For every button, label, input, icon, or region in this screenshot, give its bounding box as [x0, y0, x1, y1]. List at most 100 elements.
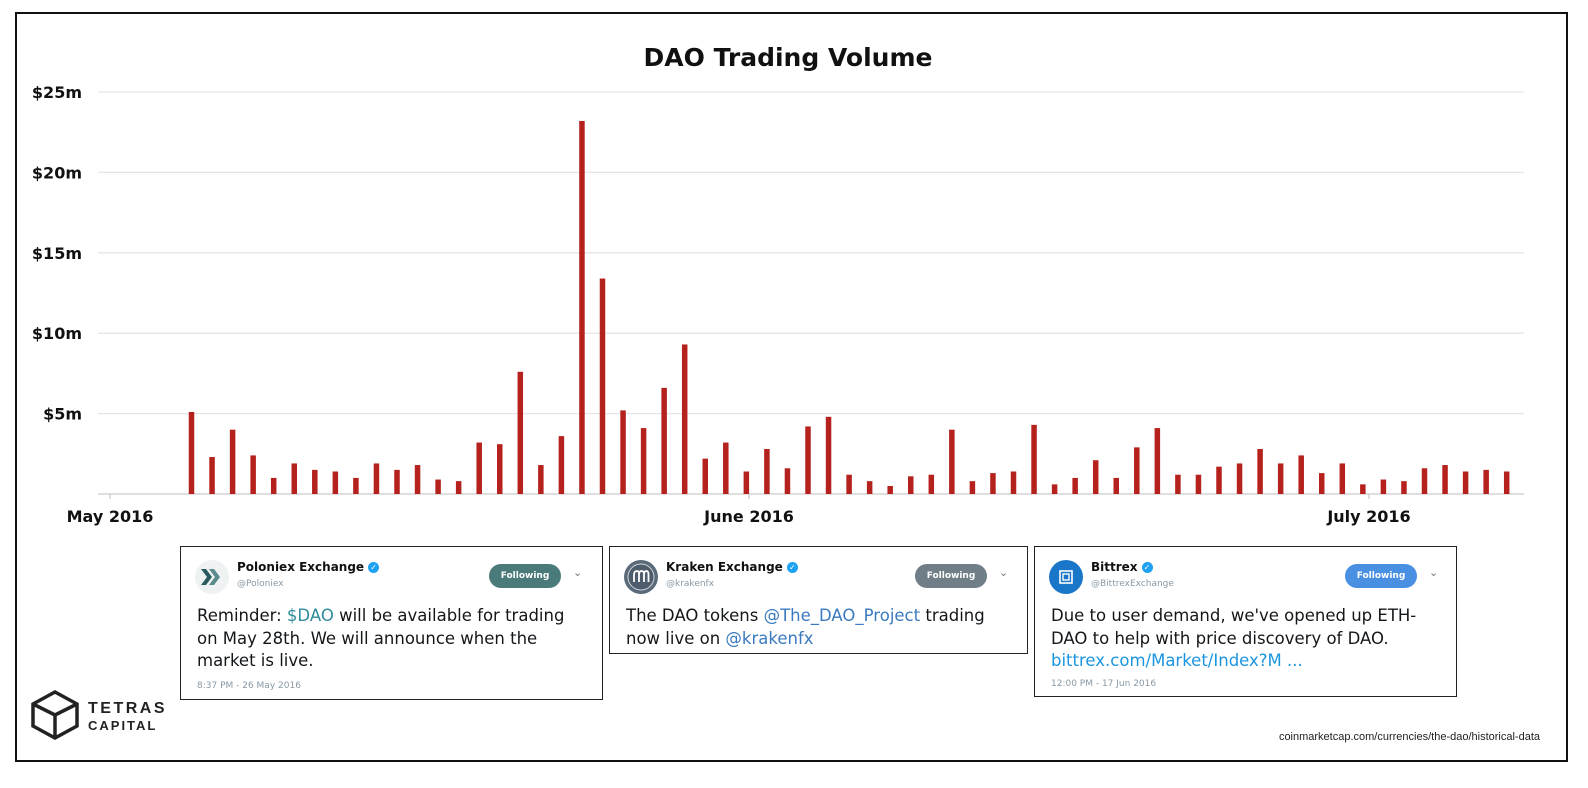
bar — [1216, 466, 1222, 494]
bar — [229, 429, 236, 494]
bar — [517, 371, 524, 494]
bar — [1442, 465, 1448, 494]
following-button[interactable]: Following — [915, 564, 987, 588]
bar — [455, 481, 462, 494]
tweet-timestamp[interactable]: 8:37 PM - 26 May 2016 — [197, 681, 301, 691]
bar — [1175, 474, 1181, 494]
bar — [394, 469, 400, 494]
bar — [250, 455, 256, 494]
bittrex-logo-icon — [1049, 560, 1083, 594]
bar — [1339, 463, 1346, 494]
bar — [1257, 448, 1263, 494]
x-axis-labels: May 2016 June 2016 July 2016 — [67, 507, 1411, 526]
bar — [640, 428, 647, 494]
bar — [866, 481, 873, 494]
bar — [784, 468, 791, 494]
bar — [661, 387, 667, 494]
chevron-down-icon[interactable]: ⌄ — [1429, 566, 1439, 579]
tweet-url-link[interactable]: bittrex.com/Market/Index?M ... — [1051, 651, 1303, 670]
tweet-author-name: Bittrex ✓ — [1091, 560, 1153, 574]
bar — [1421, 468, 1428, 494]
bar — [1092, 460, 1099, 494]
bar — [1010, 471, 1017, 494]
tetras-cube-logo-icon — [31, 690, 79, 740]
verified-icon: ✓ — [1141, 562, 1153, 573]
tweet-timestamp[interactable]: 12:00 PM - 17 Jun 2016 — [1051, 679, 1157, 689]
bar — [435, 479, 441, 494]
bar — [209, 457, 215, 494]
y-axis-labels: $5m $10m $15m $20m $25m — [32, 83, 82, 424]
bar — [558, 436, 565, 494]
tweet-poloniex: Poloniex Exchange ✓ @Poloniex Following ⌄… — [180, 546, 603, 700]
bar — [599, 278, 606, 494]
tweet-text: Due to user demand, we've opened up ETH-… — [1051, 605, 1416, 673]
bar — [188, 411, 195, 494]
bar — [579, 120, 585, 494]
bar — [949, 429, 955, 494]
following-button[interactable]: Following — [489, 564, 561, 588]
bar — [969, 481, 976, 494]
bar — [1051, 484, 1058, 494]
bar — [373, 463, 380, 494]
tweet-bittrex: Bittrex ✓ @BittrexExchange Following ⌄ Du… — [1034, 546, 1457, 697]
bar — [825, 416, 832, 494]
bar — [476, 442, 482, 494]
bar — [1319, 473, 1325, 494]
x-tick-label: June 2016 — [703, 507, 794, 526]
chart-title: DAO Trading Volume — [644, 43, 933, 72]
brand-name-line1: TETRAS — [88, 700, 167, 717]
trading-volume-chart: DAO Trading Volume $5m $10m $15m $20m $25m M… — [32, 43, 1524, 526]
bar — [1154, 428, 1161, 494]
y-tick-label: $20m — [32, 163, 82, 182]
bar — [1462, 471, 1469, 494]
bar — [414, 465, 421, 494]
brand-name-line2: CAPITAL — [88, 718, 158, 733]
bar — [1113, 477, 1119, 494]
bar — [1298, 455, 1304, 494]
bar — [620, 410, 626, 494]
tweet-author-name: Poloniex Exchange ✓ — [237, 560, 380, 574]
tweet-handle: @Poloniex — [237, 579, 284, 589]
following-button[interactable]: Following — [1345, 564, 1417, 588]
gridlines — [98, 91, 1524, 499]
bar — [1195, 474, 1202, 494]
y-tick-label: $10m — [32, 324, 82, 343]
bar — [681, 344, 688, 494]
tweet-kraken: Kraken Exchange ✓ @krakenfx Following ⌄ T… — [609, 546, 1028, 654]
x-tick-label: May 2016 — [67, 507, 154, 526]
bar — [1277, 463, 1284, 494]
bar — [702, 458, 708, 494]
bar — [1236, 463, 1243, 494]
y-tick-label: $15m — [32, 244, 82, 263]
bar — [887, 485, 893, 494]
source-citation: coinmarketcap.com/currencies/the-dao/his… — [1278, 731, 1540, 743]
bar — [353, 477, 359, 494]
bar — [312, 469, 318, 494]
mention-link[interactable]: @krakenfx — [725, 628, 814, 648]
bar — [1134, 447, 1140, 494]
bar — [1401, 481, 1407, 494]
tweet-text: The DAO tokens @The_DAO_Project trading … — [626, 606, 985, 648]
bar — [332, 471, 339, 494]
x-tick-label: July 2016 — [1326, 507, 1410, 526]
bar — [805, 426, 811, 494]
verified-icon: ✓ — [786, 562, 798, 573]
tweet-handle: @BittrexExchange — [1091, 579, 1174, 589]
bar — [928, 474, 935, 494]
bar — [497, 444, 503, 494]
bar — [764, 448, 770, 494]
bar — [1380, 479, 1387, 494]
chevron-down-icon[interactable]: ⌄ — [573, 566, 583, 579]
tweet-text: Reminder: $DAO will be available for tra… — [197, 606, 565, 670]
bar — [1072, 477, 1078, 494]
chevron-down-icon[interactable]: ⌄ — [999, 566, 1009, 579]
bar — [990, 473, 996, 494]
bar — [1031, 424, 1037, 494]
mention-link[interactable]: @The_DAO_Project — [763, 606, 921, 625]
cashtag-link[interactable]: $DAO — [286, 606, 334, 625]
bar — [270, 477, 277, 494]
kraken-logo-icon — [624, 560, 658, 594]
bar — [908, 476, 914, 494]
bar — [291, 463, 297, 494]
bar — [743, 471, 750, 494]
